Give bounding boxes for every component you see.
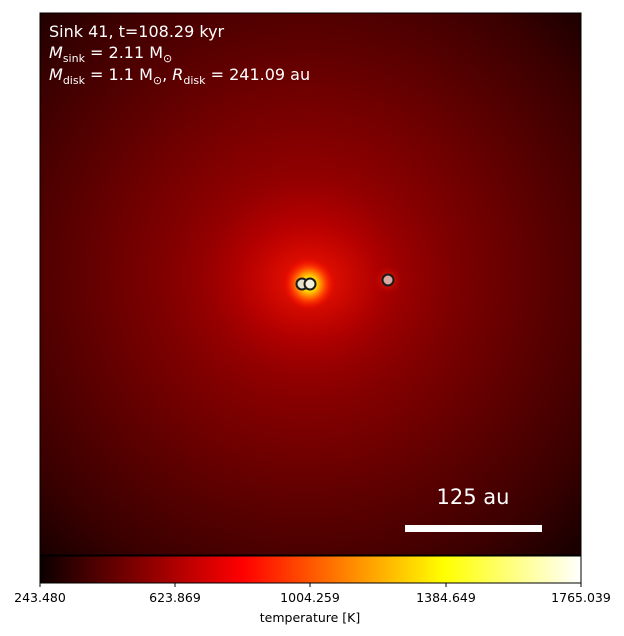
m-disk-symbol: M: [49, 65, 63, 84]
colorbar-label: temperature [K]: [260, 610, 361, 625]
colorbar-tick-label-1: 623.869: [149, 590, 201, 605]
colorbar-gradient: [40, 556, 581, 583]
r-disk-sub: disk: [183, 74, 206, 87]
r-disk-value: = 241.09 au: [206, 65, 311, 84]
m-sink-sub: sink: [63, 52, 86, 65]
sink-mass-line: Msink = 2.11 M⊙: [49, 43, 172, 65]
m-sink-symbol: M: [49, 43, 63, 62]
m-disk-sub: disk: [63, 74, 86, 87]
m-disk-value: = 1.1 M: [85, 65, 153, 84]
colorbar-tick-label-0: 243.480: [14, 590, 66, 605]
colorbar-tick-label-3: 1384.649: [416, 590, 476, 605]
sink-info-title: Sink 41, t=108.29 kyr: [49, 22, 225, 41]
temperature-map: Sink 41, t=108.29 kyr Msink = 2.11 M⊙ Md…: [40, 13, 581, 555]
scale-bar: [405, 525, 542, 532]
sink-b: [303, 277, 317, 291]
r-disk-symbol: R: [172, 65, 183, 84]
colorbar-tick-label-4: 1765.039: [551, 590, 611, 605]
colorbar-tick-label-2: 1004.259: [280, 590, 340, 605]
image-frame: [39, 12, 582, 556]
m-sink-value: = 2.11 M: [85, 43, 163, 62]
sink-c: [381, 273, 395, 287]
m-disk-solar: ⊙: [153, 74, 162, 87]
scale-bar-label: 125 au: [437, 485, 510, 509]
m-sink-solar: ⊙: [163, 52, 172, 65]
colorbar: 243.480 623.869 1004.259 1384.649 1765.0…: [14, 555, 611, 625]
info-separator: ,: [162, 65, 172, 84]
disk-line: Mdisk = 1.1 M⊙, Rdisk = 241.09 au: [49, 65, 310, 87]
